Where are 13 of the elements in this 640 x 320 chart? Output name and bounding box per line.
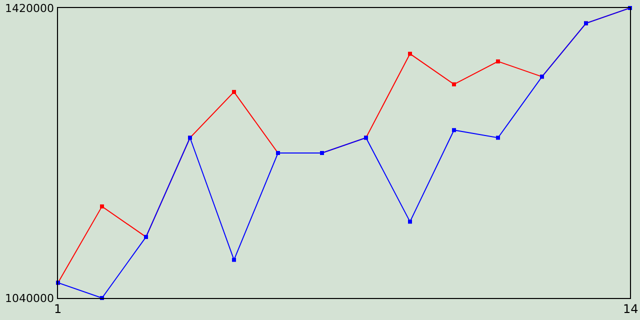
point	[408, 52, 412, 56]
point	[408, 220, 412, 224]
point	[496, 136, 500, 140]
point	[100, 204, 104, 208]
y-tick-label: 1420000	[5, 2, 54, 15]
point	[232, 258, 236, 262]
point	[496, 59, 500, 64]
x-tick-label: 1	[54, 302, 62, 316]
point	[452, 128, 456, 132]
x-tick-label: 14	[623, 302, 638, 316]
point	[232, 90, 236, 94]
point	[452, 82, 456, 86]
y-tick-label: 1040000	[5, 292, 54, 305]
